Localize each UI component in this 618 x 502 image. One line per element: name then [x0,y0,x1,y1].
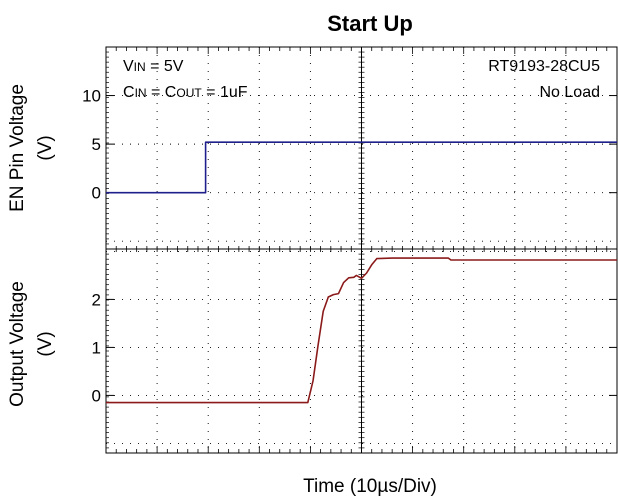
series-line [106,141,617,194]
annotation-text: No Load [540,84,601,101]
top-panel-y-label-line2: (V) [35,135,56,160]
y-tick-label: 5 [92,135,101,154]
y-tick-label: 10 [82,87,101,106]
chart-title: Start Up [327,11,413,36]
y-tick-labels: 0 5 10 0 1 2 [82,87,101,406]
annotation-text: VIN = 5V [123,58,184,75]
x-axis-label: Time (10µs/Div) [303,476,437,497]
annotation-text: CIN = COUT = 1uF [123,84,248,101]
traces [106,141,617,404]
y-tick-label: 1 [92,338,101,357]
y-tick-label: 0 [92,386,101,405]
y-tick-label: 0 [92,184,101,203]
annotations: VIN = 5V CIN = COUT = 1uF RT9193-28CU5 No L… [123,58,600,101]
top-panel-y-label-line1: EN Pin Voltage [7,84,28,212]
oscilloscope-grid [105,46,618,454]
bottom-panel-y-label-line2: (V) [35,331,56,356]
bottom-panel-y-label-line1: Output Voltage [7,281,28,407]
annotation-text: RT9193-28CU5 [488,58,600,75]
y-tick-label: 2 [92,290,101,309]
series-line [106,257,617,404]
